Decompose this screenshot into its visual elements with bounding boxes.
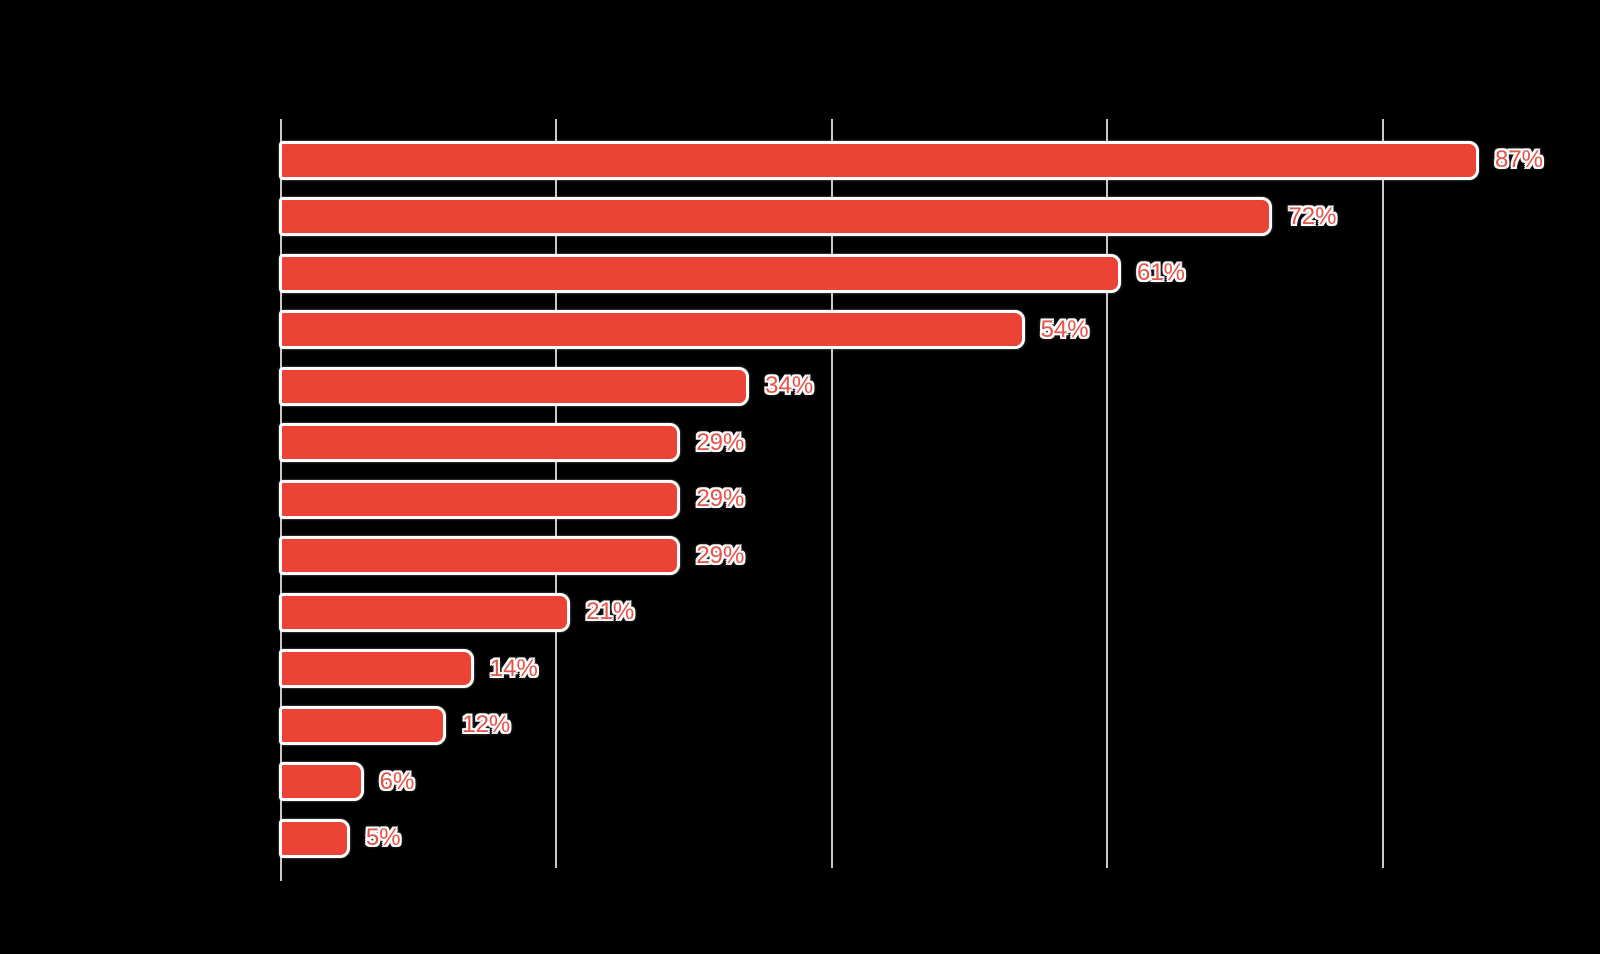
bar-value-label: 21% (586, 598, 635, 625)
bar-row-6 (279, 423, 680, 462)
bar-row-3 (279, 253, 1121, 293)
gridline-60 (1106, 119, 1109, 868)
bar-row-7 (279, 479, 680, 519)
bar-row-5 (279, 366, 749, 406)
bar-value-label: 61% (1136, 259, 1186, 286)
bar-row-12 (279, 762, 364, 801)
bar-value-label: 12% (462, 711, 511, 738)
bar-value-label: 5% (365, 824, 401, 851)
gridline-80 (1381, 119, 1384, 868)
bar-row-11 (279, 705, 446, 745)
bar-value-label: 14% (489, 654, 538, 682)
bar-row-8 (279, 536, 680, 575)
bar-row-9 (279, 592, 570, 632)
bar-row-4 (279, 310, 1025, 349)
bar-row-2 (279, 197, 1272, 236)
bar-row-1 (279, 140, 1479, 180)
bar-row-13 (279, 818, 350, 858)
bar-value-label: 54% (1040, 315, 1089, 343)
bar-value-label: 29% (696, 428, 745, 456)
bar-value-label: 29% (696, 541, 745, 569)
bar-row-10 (279, 649, 474, 688)
bar-value-label: 87% (1494, 146, 1544, 173)
bar-value-label: 29% (696, 485, 745, 512)
bar-value-label: 6% (379, 767, 415, 795)
bar-value-label: 34% (765, 372, 814, 399)
bar-value-label: 72% (1288, 202, 1337, 230)
gridline-40 (830, 119, 833, 868)
